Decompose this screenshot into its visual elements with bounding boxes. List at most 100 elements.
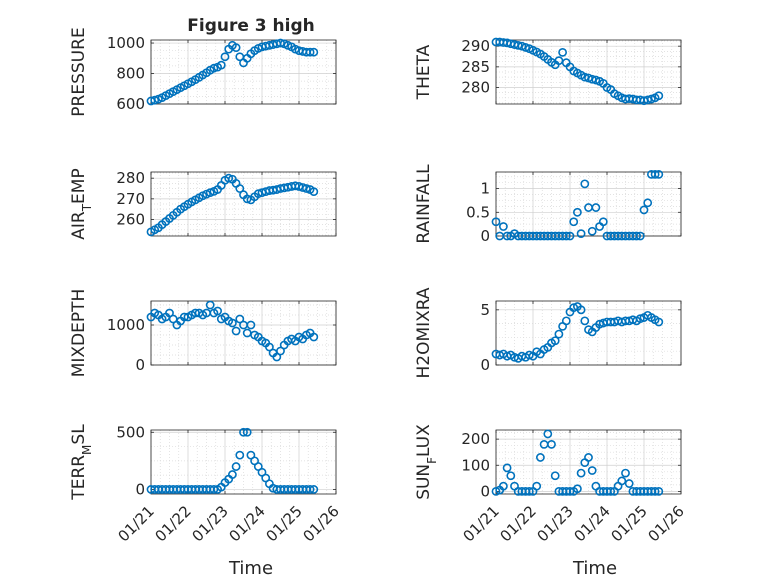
y-axis-label: RAINFALL [414,164,434,244]
data-point [561,231,571,241]
data-series [146,427,319,494]
data-point [231,462,241,471]
y-axis-label: PRESSURE [69,27,89,116]
data-point [227,470,237,479]
y-tick-label: 260 [116,210,145,228]
data-point [576,305,586,315]
y-tick-label: 0 [480,482,490,500]
data-point [498,481,508,491]
x-tick-label: 01/21 [460,502,503,545]
data-point [305,47,315,57]
y-tick-label: 280 [116,169,145,187]
y-axis-label-part: AIR [69,211,89,240]
data-point [246,320,256,330]
data-point [309,485,319,494]
subplot-airtemp: 260 270 280 AIRTEMP [69,168,337,240]
data-point [569,217,579,227]
axes-box [150,171,337,237]
data-point [621,468,630,478]
y-axis-label-part: MIXDEPTH [69,289,89,378]
y-axis-label-part: THETA [414,44,434,100]
data-point [584,453,593,462]
data-point [547,439,556,449]
y-tick-label: 270 [116,190,145,208]
y-tick-label: 0 [480,227,490,245]
x-tick-label: 01/22 [497,502,540,545]
y-axis-label: AIRTEMP [69,168,94,239]
y-tick-label: 800 [116,65,145,83]
data-point [654,486,664,496]
data-point [587,466,597,475]
y-axis-label-part: PRESSURE [69,27,89,116]
data-point [650,169,660,179]
data-series [491,429,664,496]
y-axis-label: THETA [414,44,434,100]
data-point [587,226,597,236]
y-axis-label-part: EMP [69,168,89,204]
data-point [573,207,582,217]
data-point [617,476,627,486]
subplot-h2omixra: 0 5 H2OMIXRA [414,287,682,379]
data-point [598,217,608,227]
y-axis-label-part: TERR [69,455,89,501]
x-tick-label: 01/25 [608,502,651,545]
data-point [205,300,215,310]
data-point [235,314,245,324]
y-tick-label: 0 [135,480,145,498]
y-axis-label-part: RAINFALL [414,164,434,244]
data-point [606,486,616,496]
data-point [272,352,282,362]
data-point [231,43,241,53]
x-tick-label: 01/22 [152,502,195,545]
data-point [654,317,664,327]
x-tick-label: 01/21 [115,502,158,545]
x-tick-label: 01/25 [263,502,306,545]
y-tick-label: 285 [461,58,490,76]
data-point [235,184,245,193]
data-point [498,222,508,231]
data-point [565,231,575,241]
data-point [654,169,664,179]
data-point [491,217,501,227]
figure-title: Figure 3 high [187,16,315,36]
data-point [301,184,311,193]
data-point [213,306,222,316]
data-point [573,484,582,494]
y-tick-label: 0.5 [466,203,490,221]
y-axis-label-part: H2OMIXRA [414,287,434,378]
data-point [532,481,542,491]
y-axis-label-part: LUX [414,424,434,457]
data-point [580,179,590,189]
data-point [591,203,601,212]
axes-box [495,429,682,495]
data-point [550,336,560,346]
data-point [276,346,285,356]
data-point [309,187,319,197]
data-point [554,329,564,339]
x-tick-label: 01/24 [226,502,269,545]
data-point [580,316,590,326]
subplot-sunflux: 0 100 200 SUNFLUX 01/2101/2201/2301/2401/250… [414,424,688,546]
data-series [146,300,319,362]
data-point [565,486,575,496]
data-point [543,429,553,439]
data-point [235,450,245,460]
data-point [227,318,237,328]
data-series [146,173,319,237]
data-point [524,350,534,360]
data-point [624,479,634,488]
data-point [650,486,660,496]
x-axis-label-right: Time [572,558,617,579]
y-axis-label-part: F [425,457,439,464]
subplot-mixdepth: 0 1000 MIXDEPTH [69,289,337,378]
axes-box [495,171,682,237]
data-point [165,308,174,318]
data-point [224,173,234,183]
data-point [150,95,160,105]
subplot-rainfall: 0 0.5 1 RAINFALL [414,164,682,245]
y-tick-label: 100 [461,456,490,474]
y-tick-label: 1000 [107,34,145,52]
axes-box [150,39,337,105]
y-axis-label: TERRMSL [69,424,94,501]
y-tick-label: 600 [116,95,145,113]
